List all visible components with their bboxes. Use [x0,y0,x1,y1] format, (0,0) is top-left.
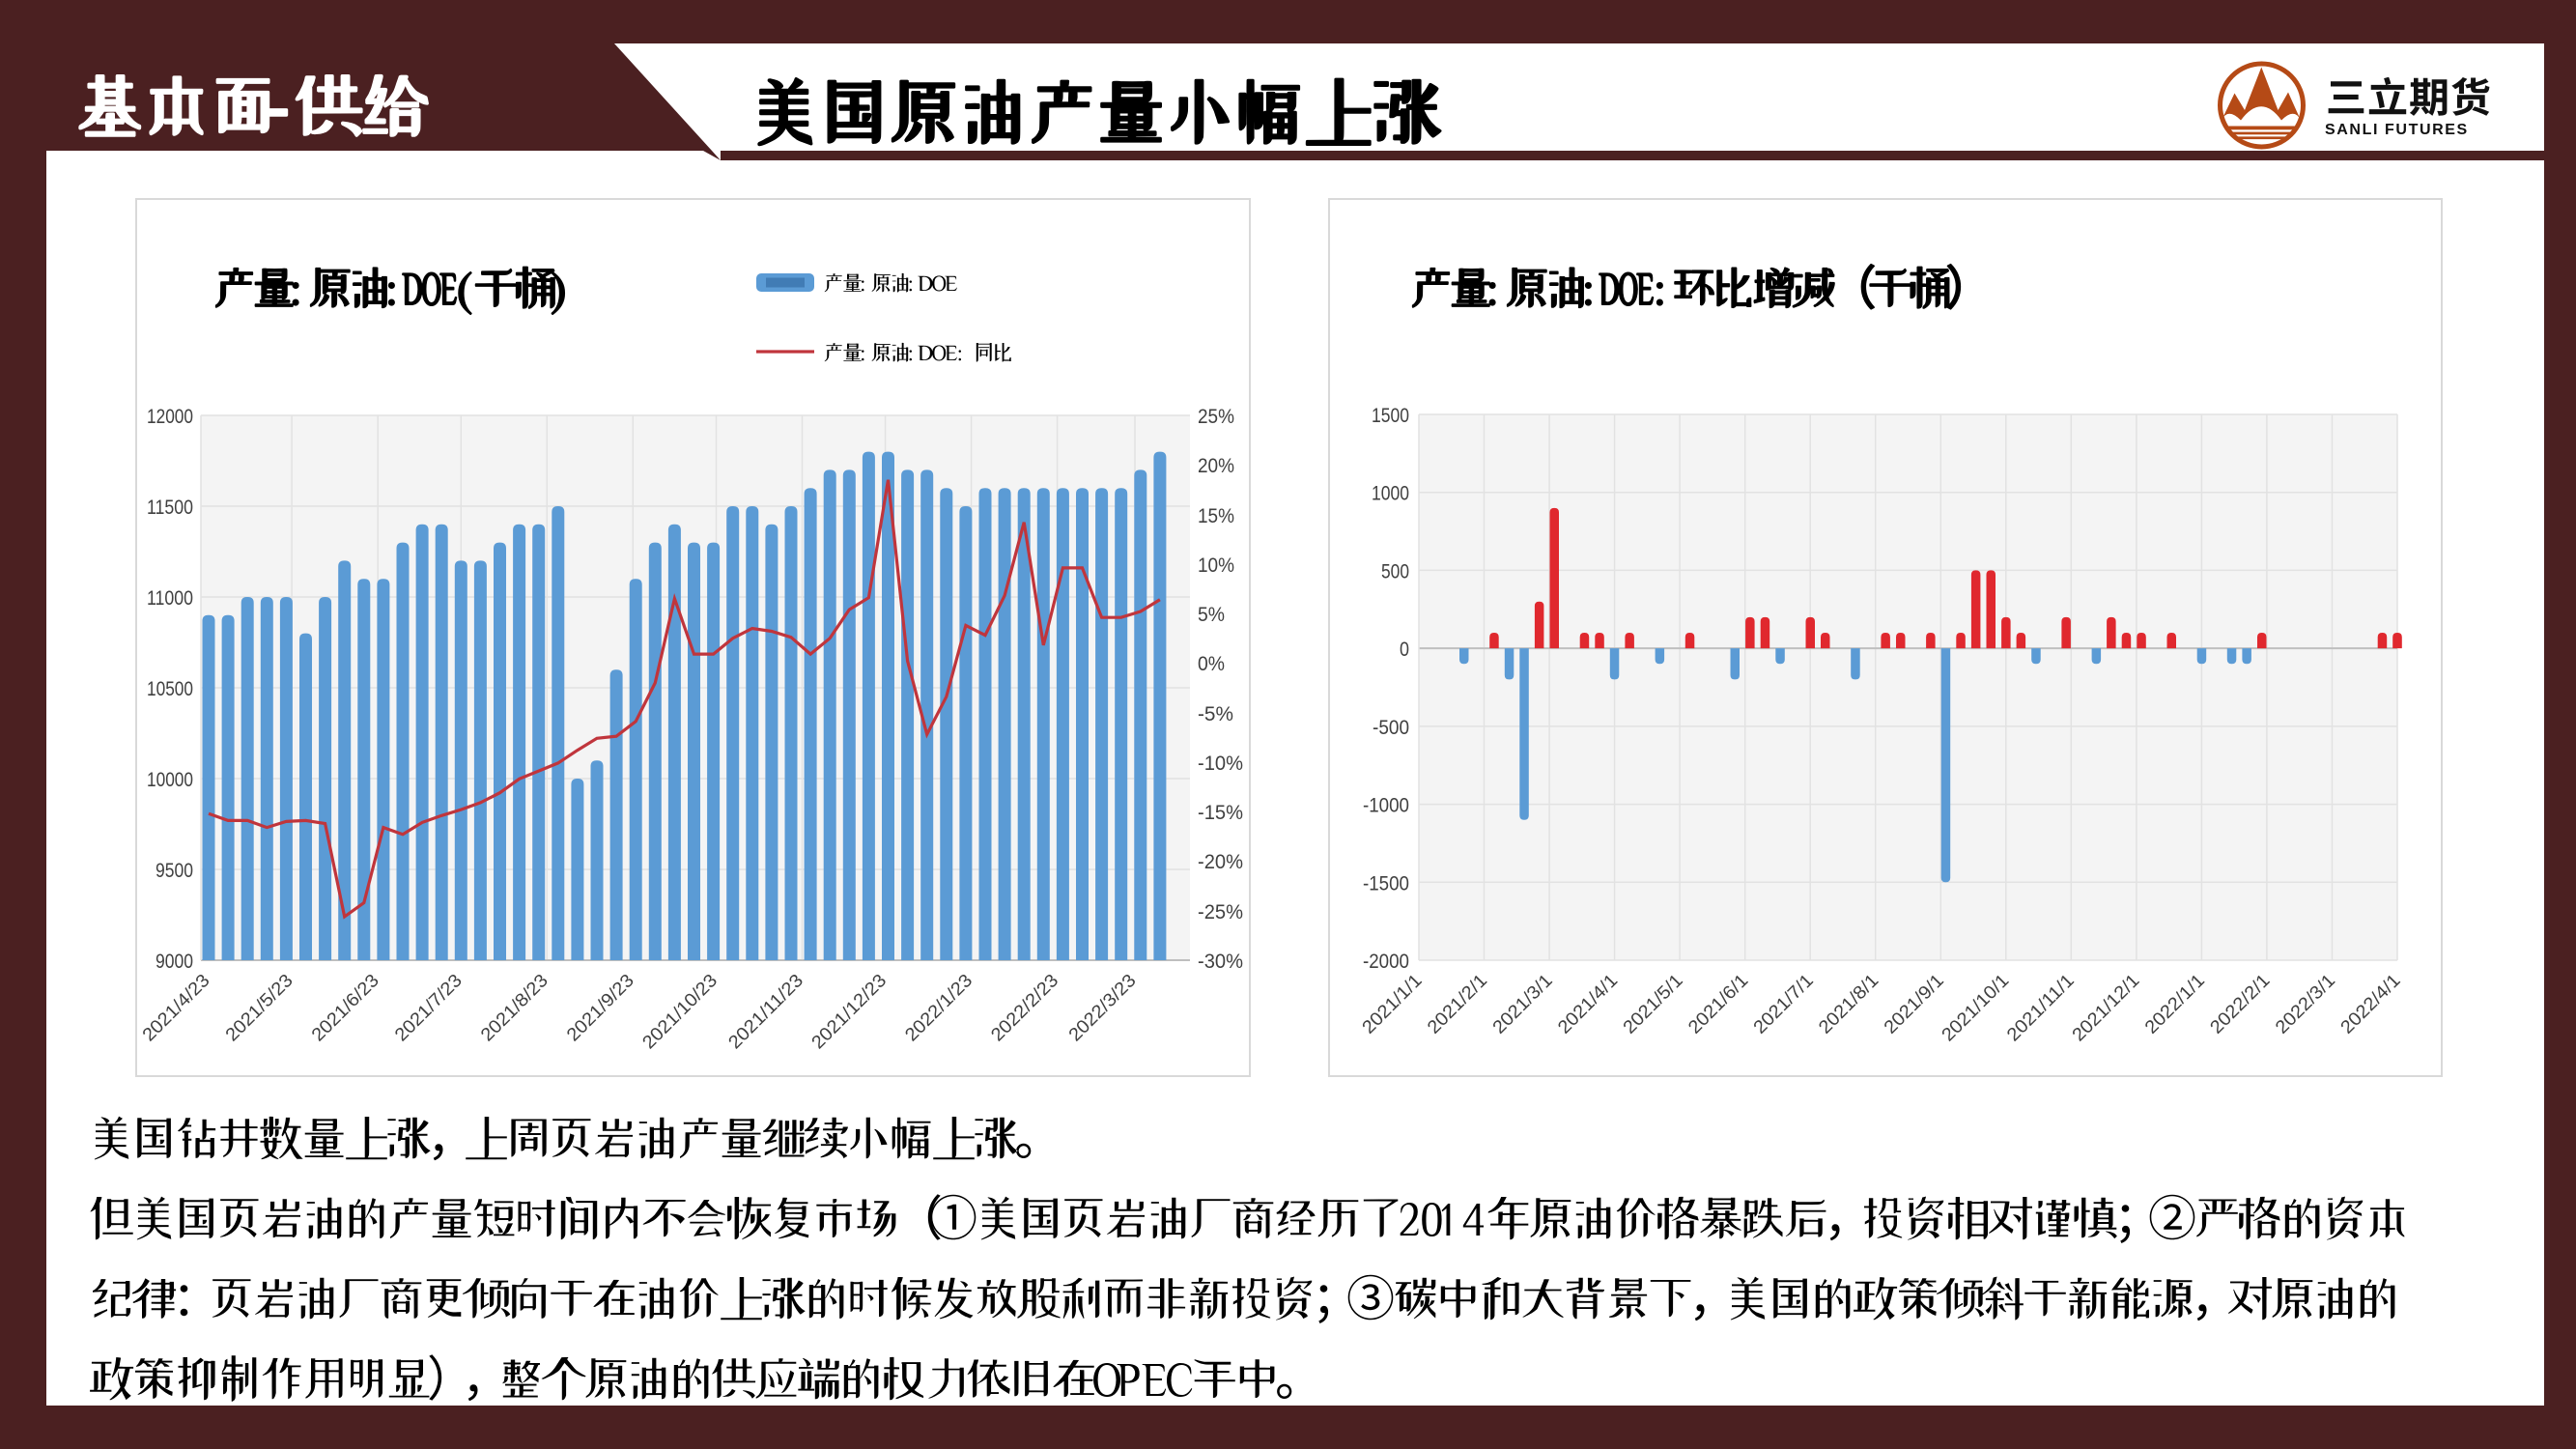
svg-text:20%: 20% [1198,455,1234,477]
svg-text:SANLI FUTURES: SANLI FUTURES [2325,122,2469,138]
svg-text:-5%: -5% [1198,703,1233,725]
svg-text:-15%: -15% [1198,802,1243,824]
svg-text:10%: 10% [1198,554,1234,577]
svg-text:-10%: -10% [1198,753,1243,775]
svg-text:11000: 11000 [147,587,193,610]
svg-text:-30%: -30% [1198,951,1243,973]
svg-text:15%: 15% [1198,505,1234,527]
svg-text:-25%: -25% [1198,901,1243,923]
svg-text:10000: 10000 [147,769,193,791]
svg-text:9000: 9000 [156,951,193,973]
svg-text:25%: 25% [1198,406,1234,428]
svg-text:-1500: -1500 [1363,872,1409,895]
svg-text:-20%: -20% [1198,851,1243,873]
svg-text:11500: 11500 [147,497,193,519]
svg-text:0%: 0% [1198,653,1225,675]
svg-text:5%: 5% [1198,604,1225,626]
svg-text:500: 500 [1381,560,1409,582]
svg-text:1500: 1500 [1372,405,1409,427]
svg-text:0: 0 [1400,639,1409,661]
svg-text:12000: 12000 [147,406,193,428]
svg-text:-2000: -2000 [1363,951,1409,973]
svg-text:-1000: -1000 [1363,795,1409,817]
svg-text:-500: -500 [1373,717,1409,739]
svg-text:9500: 9500 [156,860,193,882]
svg-text:10500: 10500 [147,678,193,700]
svg-text:1000: 1000 [1372,483,1409,505]
